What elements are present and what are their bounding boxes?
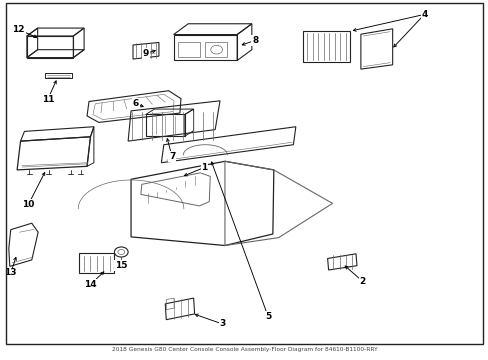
Text: 12: 12 (12, 25, 25, 34)
Text: 5: 5 (264, 311, 270, 320)
Text: 1: 1 (201, 163, 207, 172)
Text: 11: 11 (41, 94, 54, 104)
Text: 6: 6 (133, 99, 139, 108)
Text: 15: 15 (115, 261, 127, 270)
Text: 7: 7 (168, 152, 175, 161)
Text: 4: 4 (420, 10, 427, 19)
Text: 13: 13 (4, 269, 17, 277)
Text: 2: 2 (359, 277, 365, 286)
Text: 10: 10 (22, 200, 35, 209)
Text: 8: 8 (252, 36, 258, 45)
Text: 9: 9 (142, 49, 149, 58)
Text: 2018 Genesis G80 Center Console Console Assembly-Floor Diagram for 84610-B1100-R: 2018 Genesis G80 Center Console Console … (111, 347, 377, 352)
Text: 3: 3 (219, 320, 225, 328)
Text: 14: 14 (84, 280, 97, 289)
